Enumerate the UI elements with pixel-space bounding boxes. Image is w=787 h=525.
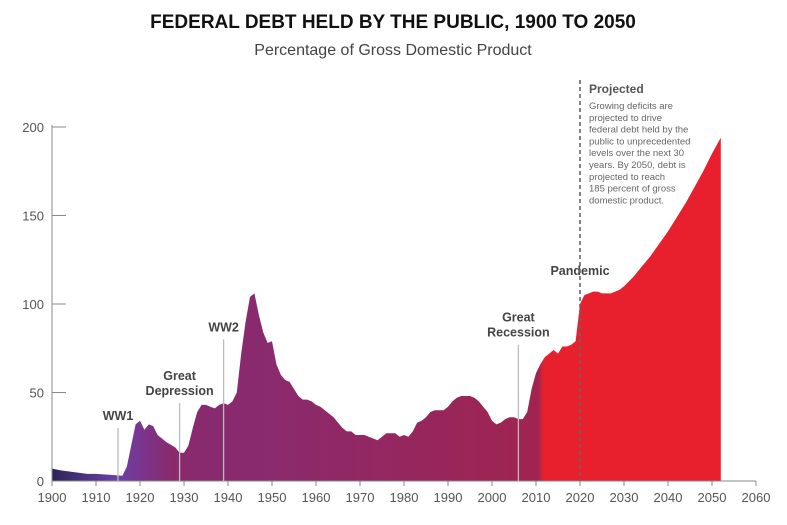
x-tick-label: 2050 <box>698 490 727 505</box>
projection-note-line: levels over the next 30 <box>589 148 684 159</box>
y-tick-label: 200 <box>22 120 44 135</box>
projection-note-line: federal debt held by the <box>589 125 688 136</box>
projection-note-line: domestic product. <box>589 195 664 206</box>
x-tick-label: 2010 <box>522 490 551 505</box>
x-tick-label: 1920 <box>126 490 155 505</box>
chart-title: FEDERAL DEBT HELD BY THE PUBLIC, 1900 TO… <box>150 12 636 33</box>
x-tick-label: 1970 <box>346 490 375 505</box>
annotation-label: Great <box>502 311 535 325</box>
annotation-label: Great <box>163 369 196 383</box>
projection-heading: Projected <box>589 82 644 96</box>
x-tick-label: 1950 <box>258 490 287 505</box>
annotation-label: WW1 <box>103 409 134 423</box>
x-tick-label: 2000 <box>478 490 507 505</box>
projection-note-line: projected to drive <box>589 113 662 124</box>
annotation-label: Depression <box>146 384 214 398</box>
x-tick-label: 1960 <box>302 490 331 505</box>
x-tick-label: 1900 <box>38 490 67 505</box>
annotation-label: WW2 <box>208 320 239 334</box>
x-tick-label: 2060 <box>742 490 771 505</box>
y-tick-label: 50 <box>30 386 44 401</box>
projection-note-line: public to unprecedented <box>589 136 690 147</box>
x-tick-label: 1990 <box>434 490 463 505</box>
x-tick-label: 1980 <box>390 490 419 505</box>
x-tick-label: 2030 <box>610 490 639 505</box>
y-tick-label: 100 <box>22 297 44 312</box>
x-tick-label: 2040 <box>654 490 683 505</box>
projection-note-line: 185 percent of gross <box>589 184 676 195</box>
x-tick-label: 2020 <box>566 490 595 505</box>
projection-note-line: Growing deficits are <box>589 101 673 112</box>
y-tick-label: 0 <box>37 474 44 489</box>
debt-area <box>52 137 721 481</box>
x-tick-label: 1940 <box>214 490 243 505</box>
chart-subtitle: Percentage of Gross Domestic Product <box>254 42 532 59</box>
projection-note-line: projected to reach <box>589 172 665 183</box>
y-tick-label: 150 <box>22 209 44 224</box>
x-tick-label: 1910 <box>82 490 111 505</box>
projection-note-line: years. By 2050, debt is <box>589 160 686 171</box>
annotation-label: Recession <box>487 326 550 340</box>
x-tick-label: 1930 <box>170 490 199 505</box>
